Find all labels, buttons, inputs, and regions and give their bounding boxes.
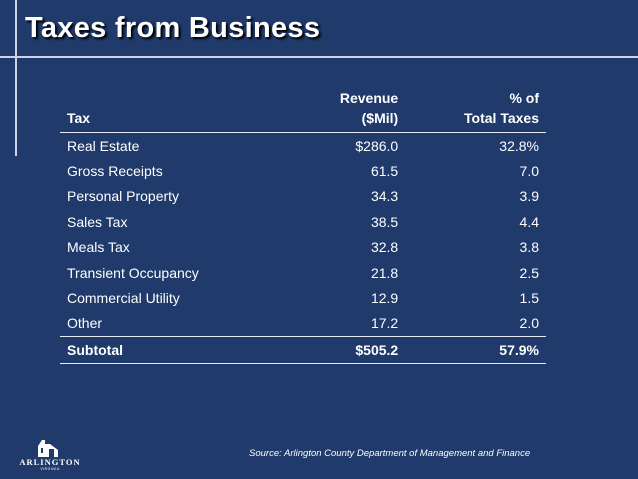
table-header-row: Tax Revenue ($Mil) % of Total Taxes [60, 88, 546, 133]
column-header-revenue: Revenue ($Mil) [291, 88, 406, 133]
tax-name-cell: Sales Tax [67, 213, 128, 230]
logo-wordmark: ARLINGTON [19, 457, 81, 467]
tax-name-cell: Personal Property [67, 188, 180, 205]
revenue-cell: 38.5 [370, 213, 399, 230]
percent-cell: 32.8% [499, 137, 539, 154]
revenue-cell: 17.2 [370, 315, 399, 332]
horizontal-accent-line [0, 56, 638, 58]
percent-cell: 7.0 [519, 163, 539, 180]
tax-table: Tax Revenue ($Mil) % of Total Taxes Real… [60, 88, 546, 364]
header-line: Total Taxes [464, 110, 539, 126]
percent-cell: 1.5 [519, 290, 539, 307]
house-emblem-icon [38, 440, 58, 457]
subtotal-row: Subtotal $505.2 57.9% [60, 336, 546, 364]
tax-name-cell: Other [67, 315, 103, 332]
column-header-tax: Tax [60, 88, 291, 133]
revenue-cell: 12.9 [370, 290, 399, 307]
percent-cell: 2.0 [519, 315, 539, 332]
revenue-cell: 32.8 [370, 239, 399, 256]
arlington-logo: ARLINGTON VIRGINIA [18, 438, 82, 474]
table-row: Sales Tax 38.5 4.4 [60, 209, 546, 234]
percent-cell: 4.4 [519, 213, 539, 230]
table-row: Gross Receipts 61.5 7.0 [60, 158, 546, 183]
revenue-cell: 34.3 [370, 188, 399, 205]
tax-name-cell: Transient Occupancy [67, 264, 199, 281]
percent-cell: 3.9 [519, 188, 539, 205]
table-row: Real Estate $286.0 32.8% [60, 133, 546, 159]
table-row: Transient Occupancy 21.8 2.5 [60, 260, 546, 285]
header-line: Revenue [339, 90, 399, 106]
percent-cell: 3.8 [519, 239, 539, 256]
tax-name-cell: Real Estate [67, 137, 140, 154]
subtotal-revenue: $505.2 [355, 341, 399, 358]
header-line: ($Mil) [361, 110, 399, 126]
revenue-cell: 61.5 [370, 163, 399, 180]
logo-subtitle: VIRGINIA [40, 467, 60, 471]
subtotal-percent: 57.9% [499, 341, 539, 358]
table-row: Personal Property 34.3 3.9 [60, 184, 546, 209]
revenue-cell: 21.8 [370, 264, 399, 281]
column-header-percent: % of Total Taxes [405, 88, 546, 133]
header-line: % of [509, 90, 539, 106]
percent-cell: 2.5 [519, 264, 539, 281]
tax-name-cell: Gross Receipts [67, 163, 163, 180]
header-line: Tax [67, 110, 91, 126]
tax-name-cell: Meals Tax [67, 239, 130, 256]
table-row: Meals Tax 32.8 3.8 [60, 235, 546, 260]
tax-name-cell: Commercial Utility [67, 290, 180, 307]
table-row: Commercial Utility 12.9 1.5 [60, 285, 546, 310]
source-note: Source: Arlington County Department of M… [249, 448, 531, 459]
slide-title: Taxes from Business [25, 12, 321, 44]
vertical-accent-line [15, 0, 17, 156]
table-row: Other 17.2 2.0 [60, 311, 546, 337]
subtotal-label: Subtotal [67, 341, 123, 358]
revenue-cell: $286.0 [355, 137, 399, 154]
